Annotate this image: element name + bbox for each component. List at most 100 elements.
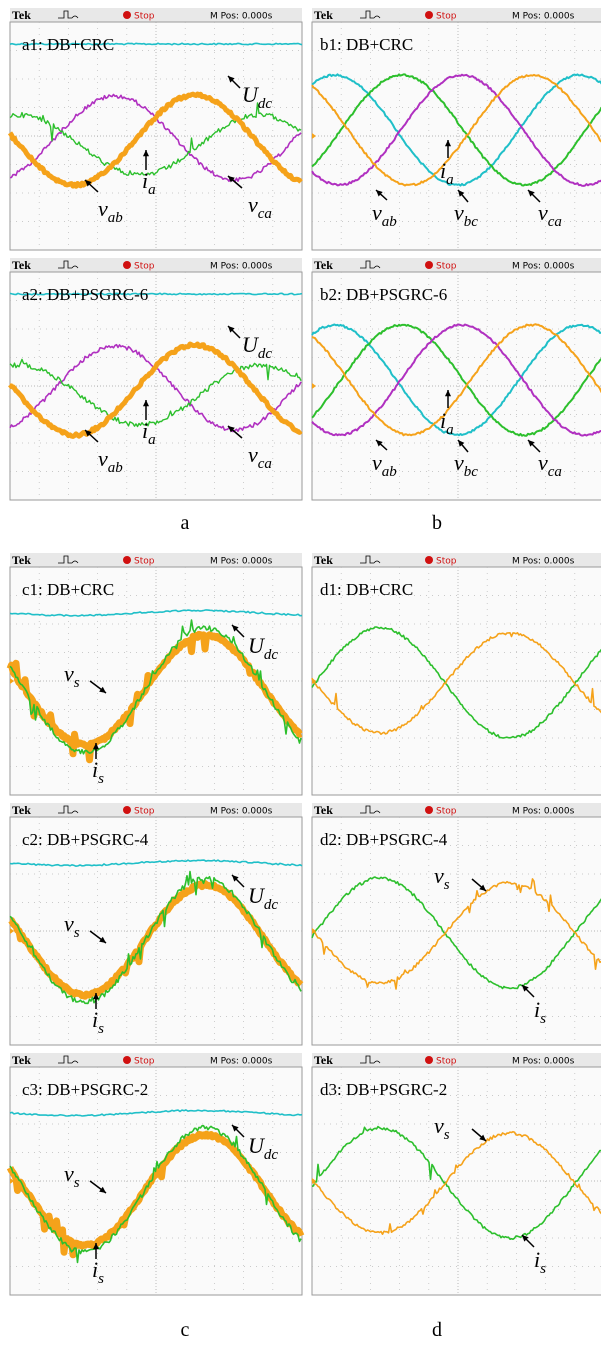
brand: Tek (314, 1053, 333, 1067)
position: M Pos: 0.000s (210, 807, 273, 817)
scope-panel: TekStopM Pos: 0.000sc3: DB+PSGRC-2Udcvsi… (10, 1053, 302, 1295)
figure-label: d (432, 1319, 442, 1341)
label-subscript: s (74, 675, 80, 691)
label-symbol: v (248, 192, 258, 217)
label-subscript: bc (464, 464, 479, 480)
label-symbol: v (98, 196, 108, 221)
figure-label: b (432, 512, 442, 534)
label-subscript: a (446, 172, 454, 188)
screen (312, 1067, 601, 1295)
brand: Tek (314, 553, 333, 567)
label-subscript: ab (108, 460, 124, 476)
label-subscript: ab (382, 464, 398, 480)
scope-panel: TekStopM Pos: 0.000sd1: DB+CRC (312, 553, 601, 795)
position: M Pos: 0.000s (512, 807, 575, 817)
brand: Tek (12, 803, 31, 817)
brand: Tek (12, 1053, 31, 1067)
stop-dot (425, 11, 433, 19)
label-symbol: v (538, 200, 548, 225)
panel-title: d2: DB+PSGRC-4 (320, 830, 448, 849)
status: Stop (436, 1057, 457, 1067)
label-symbol: v (372, 200, 382, 225)
status: Stop (134, 807, 155, 817)
scope-panel: TekStopM Pos: 0.000sd3: DB+PSGRC-2vsis (312, 1053, 601, 1295)
label-subscript: dc (264, 1147, 279, 1163)
label-subscript: s (98, 771, 104, 787)
label-symbol: v (454, 450, 464, 475)
scope-panel: TekStopM Pos: 0.000sc1: DB+CRCUdcvsis (10, 553, 302, 795)
label-subscript: ca (548, 214, 562, 230)
stop-dot (425, 1056, 433, 1064)
stop-dot (123, 11, 131, 19)
status: Stop (134, 1057, 155, 1067)
label-subscript: dc (258, 96, 273, 112)
label-symbol: v (454, 200, 464, 225)
label-symbol: v (434, 1113, 444, 1138)
status: Stop (134, 262, 155, 272)
screen (10, 1067, 302, 1295)
label-subscript: s (540, 1261, 546, 1277)
scope-panel: TekStopM Pos: 0.000sb1: DB+CRCiavabvbcvc… (312, 8, 601, 250)
panel-title: d3: DB+PSGRC-2 (320, 1080, 447, 1099)
label-subscript: ab (108, 210, 124, 226)
stop-dot (425, 261, 433, 269)
stop-dot (425, 806, 433, 814)
label-subscript: dc (264, 647, 279, 663)
label-symbol: v (64, 1161, 74, 1186)
label-subscript: s (74, 925, 80, 941)
position: M Pos: 0.000s (512, 1057, 575, 1067)
label-subscript: a (148, 182, 156, 198)
brand: Tek (314, 8, 333, 22)
screen (312, 817, 601, 1045)
position: M Pos: 0.000s (210, 12, 273, 22)
panel-title: c2: DB+PSGRC-4 (22, 830, 149, 849)
panel-title: d1: DB+CRC (320, 580, 413, 599)
scope-panel: TekStopM Pos: 0.000sc2: DB+PSGRC-4Udcvsi… (10, 803, 302, 1045)
brand: Tek (314, 803, 333, 817)
status: Stop (134, 557, 155, 567)
label-symbol: v (64, 911, 74, 936)
label-subscript: dc (264, 897, 279, 913)
brand: Tek (12, 8, 31, 22)
scope-panel: TekStopM Pos: 0.000sb2: DB+PSGRC-6iavabv… (312, 258, 601, 500)
label-symbol: v (248, 442, 258, 467)
status: Stop (436, 807, 457, 817)
figure: a b c d TekStopM Pos: 0.000sa1: DB+CRCUd… (0, 0, 601, 1353)
label-subscript: bc (464, 214, 479, 230)
label-subscript: ca (548, 464, 562, 480)
panel-title: a1: DB+CRC (22, 35, 114, 54)
status: Stop (134, 12, 155, 22)
panel-title: c1: DB+CRC (22, 580, 114, 599)
screen (312, 567, 601, 795)
label-symbol: v (538, 450, 548, 475)
position: M Pos: 0.000s (512, 557, 575, 567)
position: M Pos: 0.000s (512, 12, 575, 22)
position: M Pos: 0.000s (210, 1057, 273, 1067)
position: M Pos: 0.000s (210, 557, 273, 567)
panel-title: b1: DB+CRC (320, 35, 413, 54)
label-symbol: v (434, 863, 444, 888)
stop-dot (123, 556, 131, 564)
label-subscript: s (98, 1021, 104, 1037)
label-subscript: ca (258, 456, 272, 472)
panel-title: a2: DB+PSGRC-6 (22, 285, 148, 304)
position: M Pos: 0.000s (512, 262, 575, 272)
stop-dot (123, 1056, 131, 1064)
status: Stop (436, 12, 457, 22)
label-subscript: s (74, 1175, 80, 1191)
status: Stop (436, 262, 457, 272)
brand: Tek (12, 258, 31, 272)
brand: Tek (12, 553, 31, 567)
panel-title: b2: DB+PSGRC-6 (320, 285, 447, 304)
label-subscript: s (444, 1127, 450, 1143)
label-symbol: v (372, 450, 382, 475)
scope-panel: TekStopM Pos: 0.000sd2: DB+PSGRC-4vsis (312, 803, 601, 1045)
stop-dot (123, 806, 131, 814)
position: M Pos: 0.000s (210, 262, 273, 272)
label-subscript: s (540, 1011, 546, 1027)
screen (10, 567, 302, 795)
label-symbol: v (64, 661, 74, 686)
brand: Tek (314, 258, 333, 272)
stop-dot (425, 556, 433, 564)
